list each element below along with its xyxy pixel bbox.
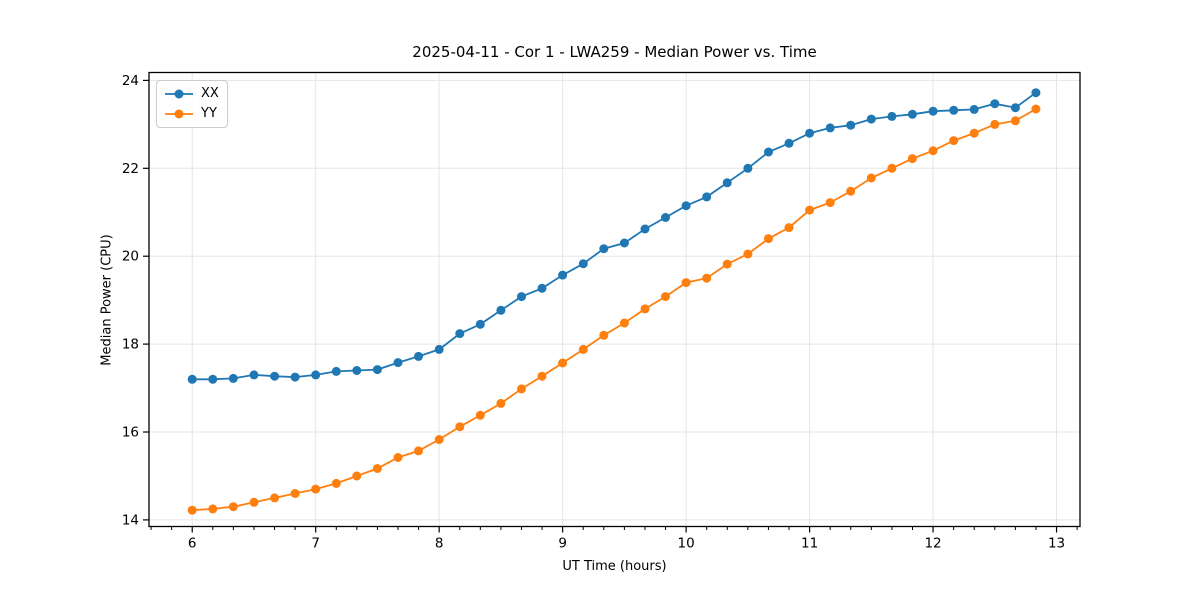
series-xx-line xyxy=(192,91,1037,381)
legend-swatch-yy-icon xyxy=(165,109,193,119)
svg-text:9: 9 xyxy=(558,536,567,552)
svg-text:14: 14 xyxy=(122,512,139,528)
svg-text:11: 11 xyxy=(801,536,818,552)
x-ticks: 6 7 8 9 10 11 12 13 xyxy=(188,526,1065,552)
svg-text:12: 12 xyxy=(924,536,941,552)
svg-text:7: 7 xyxy=(311,536,320,552)
x-axis-label: UT Time (hours) xyxy=(562,559,667,574)
chart-title: 2025-04-11 - Cor 1 - LWA259 - Median Pow… xyxy=(412,43,817,61)
legend: XX YY xyxy=(156,80,228,128)
axes-box xyxy=(148,71,1081,528)
y-ticks: 14 16 18 20 22 24 xyxy=(122,73,149,528)
svg-text:22: 22 xyxy=(122,161,139,177)
series-yy-line xyxy=(192,108,1037,512)
series-xx-markers xyxy=(187,88,1041,384)
svg-text:24: 24 xyxy=(122,73,139,89)
x-minor-ticks xyxy=(150,526,1078,530)
legend-label-xx: XX xyxy=(201,86,219,101)
svg-text:16: 16 xyxy=(122,425,139,441)
y-axis-label: Median Power (CPU) xyxy=(99,234,115,366)
legend-item-yy: YY xyxy=(164,105,219,123)
gridlines xyxy=(149,72,1080,527)
svg-text:20: 20 xyxy=(122,249,139,265)
legend-label-yy: YY xyxy=(201,106,217,121)
series-yy-markers xyxy=(187,104,1041,515)
svg-text:18: 18 xyxy=(122,337,139,353)
svg-text:13: 13 xyxy=(1048,536,1065,552)
svg-text:10: 10 xyxy=(678,536,695,552)
legend-item-xx: XX xyxy=(164,85,219,103)
legend-swatch-xx-icon xyxy=(165,89,193,99)
svg-text:8: 8 xyxy=(435,536,444,552)
svg-text:6: 6 xyxy=(188,536,197,552)
